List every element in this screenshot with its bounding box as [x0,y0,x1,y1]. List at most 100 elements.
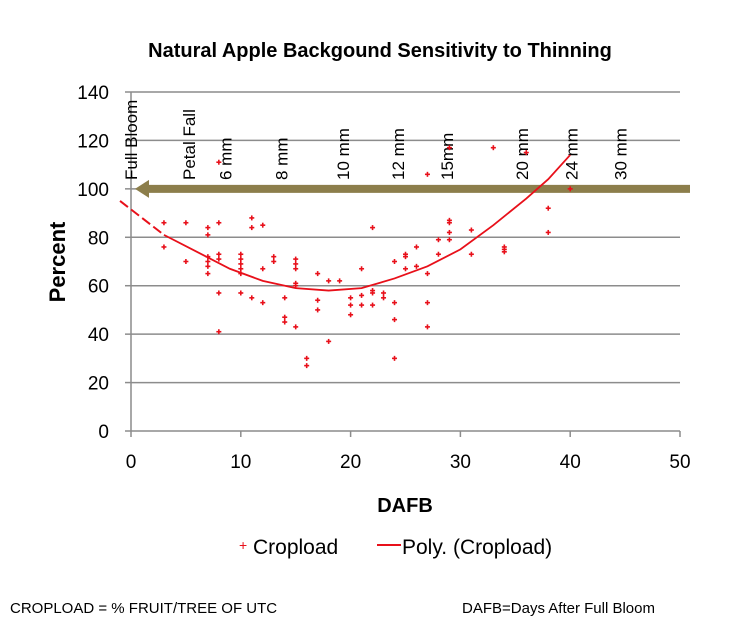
data-point [413,244,419,250]
data-point [424,171,430,177]
x-tick-label: 40 [560,452,581,473]
data-point [238,271,244,277]
y-tick-label: 0 [98,422,109,443]
data-point [183,259,189,264]
data-point [315,271,321,277]
data-point [359,266,365,272]
data-point [205,259,211,264]
data-point [315,307,321,313]
data-point [326,278,332,284]
data-point [205,232,211,238]
data-point [293,324,299,330]
data-point [216,159,222,165]
data-point [304,355,310,361]
data-point [468,251,474,257]
data-point [238,251,244,257]
stage-label: 6 mm [216,138,235,181]
stage-label: 12 mm [389,128,408,180]
x-tick-label: 50 [669,452,690,473]
data-point [381,295,387,301]
data-point [249,295,255,301]
data-point [446,237,452,243]
data-point [348,295,354,301]
data-point [392,317,398,323]
data-point [249,225,255,231]
legend-label-poly: Poly. (Cropload) [402,536,552,559]
data-point [424,271,430,277]
data-point [260,222,266,228]
data-point [337,278,343,284]
data-point [370,290,376,296]
data-point [468,227,474,233]
stage-label: 10 mm [334,128,353,180]
data-point [238,256,244,262]
data-point [183,220,189,226]
data-point [359,302,365,308]
data-point [216,256,222,262]
data-point [392,300,398,306]
data-point [424,300,430,306]
data-point [304,363,310,369]
scatter-points [161,145,573,369]
data-point [216,329,222,335]
data-point [205,254,211,260]
stage-labels: Full Bloom Petal Fall 6 mm 8 mm 10 mm 12 mm 15… [122,100,631,180]
data-point [238,261,244,267]
data-point [249,215,255,221]
data-point [260,300,266,306]
data-point [161,244,167,250]
data-point [370,302,376,308]
data-point [282,295,288,301]
threshold-arrow-head [135,179,149,198]
data-point [348,302,354,308]
footnote-cropload: CROPLOAD = % FRUIT/TREE OF UTC [10,600,277,617]
data-point [413,263,419,269]
data-point [424,324,430,330]
data-point [490,145,496,151]
data-point [348,312,354,318]
data-point [216,290,222,296]
data-point [293,256,299,262]
data-point [381,290,387,296]
data-point [238,290,244,296]
y-tick-label: 140 [77,83,109,104]
data-point [359,292,365,298]
threshold-arrow [135,179,690,198]
y-tick-label: 20 [88,374,109,395]
y-tick-label: 100 [77,180,109,201]
data-point [370,225,376,231]
stage-label: 15mm [438,133,457,180]
trendline-curve [163,154,571,292]
data-point [216,251,222,257]
stage-label: 30 mm [612,128,631,180]
data-point [446,220,452,226]
data-point [392,259,398,264]
data-point [216,220,222,226]
data-point [205,271,211,277]
data-point [238,266,244,272]
x-tick-label: 0 [126,452,137,473]
y-axis-label: Percent [45,221,70,302]
data-point [523,150,529,156]
data-point [315,297,321,303]
data-point [403,254,408,260]
stage-label: 20 mm [513,128,532,180]
data-point [446,229,452,235]
data-point [271,254,277,260]
stage-label: Petal Fall [180,109,199,180]
chart-title: Natural Apple Backgound Sensitivity to T… [148,40,612,62]
data-point [326,338,332,344]
x-tick-label: 10 [230,452,251,473]
x-tick-label: 30 [450,452,471,473]
y-tick-label: 60 [88,277,109,298]
y-tick-label: 120 [77,131,109,152]
data-point [435,237,441,243]
data-point [435,251,441,257]
data-point [260,266,266,272]
stage-label: Full Bloom [122,100,141,180]
data-point [501,249,507,255]
x-tick-label: 20 [340,452,361,473]
footnote-dafb: DAFB=Days After Full Bloom [462,600,655,617]
data-point [446,145,452,151]
